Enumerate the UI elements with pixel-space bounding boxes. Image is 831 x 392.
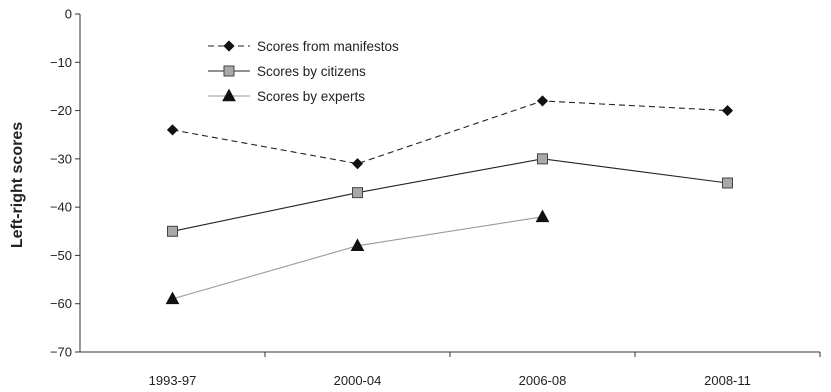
y-tick-label: −10 xyxy=(50,55,72,70)
data-point-scores-by-citizens xyxy=(722,177,733,189)
legend-item-scores-by-experts: Scores by experts xyxy=(208,88,365,104)
y-axis-title: Left-right scores xyxy=(9,122,26,248)
y-tick-label: −30 xyxy=(50,151,72,166)
data-point-scores-by-citizens xyxy=(167,225,178,237)
data-point-scores-by-experts xyxy=(535,209,550,223)
legend: Scores from manifestos Scores by citizens… xyxy=(208,39,399,104)
legend-label: Scores from manifestos xyxy=(257,39,399,54)
legend-item-scores-from-manifestos: Scores from manifestos xyxy=(208,39,399,54)
x-tick-label: 1993-97 xyxy=(149,373,197,388)
legend-label: Scores by experts xyxy=(257,89,365,104)
data-point-scores-from-manifestos xyxy=(166,124,179,136)
axes: 0 −10 −20 −30 −40 −50 −60 −70 1993-97 2000-04 2006… xyxy=(50,7,821,388)
data-point-scores-from-manifestos xyxy=(536,95,549,107)
legend-marker xyxy=(223,65,235,77)
series-line-scores-by-citizens xyxy=(172,158,728,232)
legend-marker xyxy=(222,88,236,102)
y-tick-label: −50 xyxy=(50,248,72,263)
legend-marker xyxy=(223,40,235,52)
series-scores-by-citizens xyxy=(167,153,733,237)
data-point-scores-by-experts xyxy=(350,238,365,252)
series-line-scores-by-experts xyxy=(172,216,543,300)
legend-item-scores-by-citizens: Scores by citizens xyxy=(208,64,366,79)
y-tick-label: −70 xyxy=(50,345,72,360)
series-line-scores-from-manifestos xyxy=(172,100,728,165)
y-tick-label: −40 xyxy=(50,200,72,215)
data-point-scores-by-experts xyxy=(165,291,180,305)
legend-label: Scores by citizens xyxy=(257,64,366,79)
y-tick-label: −60 xyxy=(50,296,72,311)
series-scores-by-experts xyxy=(165,209,550,305)
x-tick-label: 2008-11 xyxy=(704,373,751,388)
y-tick-label: −20 xyxy=(50,103,72,118)
x-tick-label: 2000-04 xyxy=(334,373,382,388)
data-point-scores-from-manifestos xyxy=(351,158,364,170)
series-layer xyxy=(165,95,734,305)
x-tick-label: 2006-08 xyxy=(519,373,567,388)
data-point-scores-by-citizens xyxy=(537,153,548,165)
data-point-scores-by-citizens xyxy=(352,187,363,199)
data-point-scores-from-manifestos xyxy=(721,105,734,117)
series-scores-from-manifestos xyxy=(166,95,734,170)
y-tick-label: 0 xyxy=(65,7,72,22)
